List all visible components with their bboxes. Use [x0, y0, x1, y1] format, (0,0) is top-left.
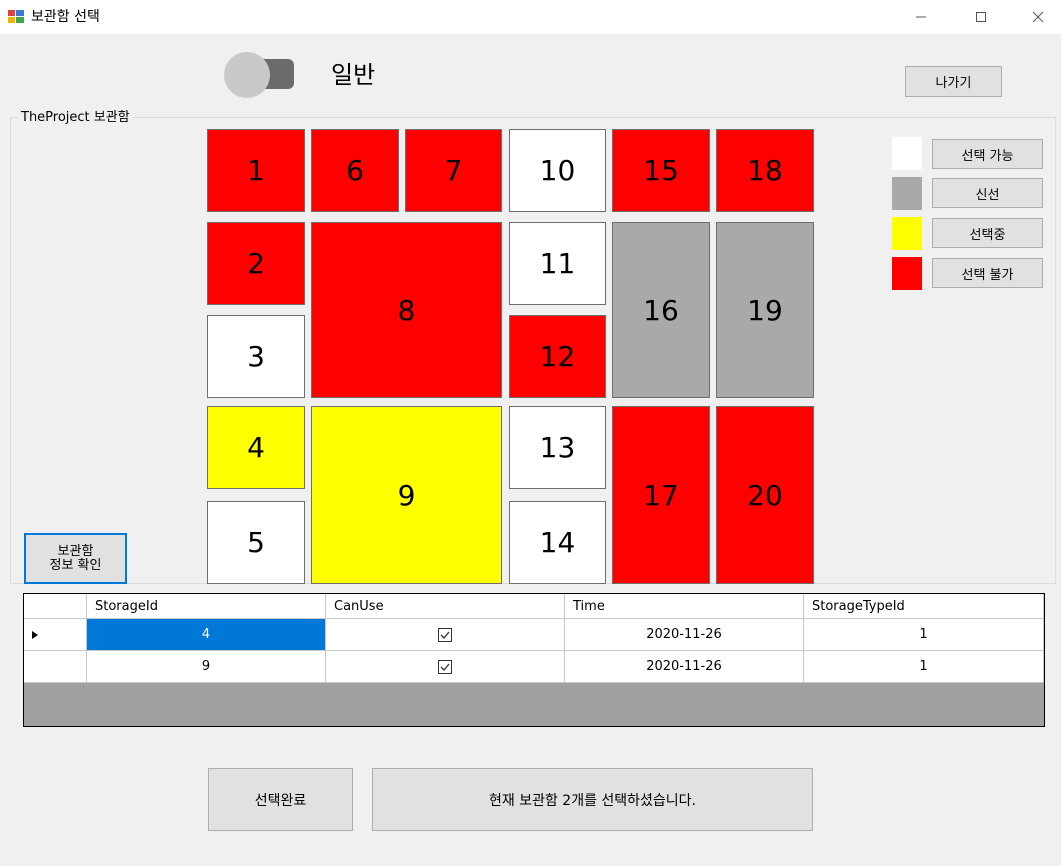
- title-bar: [0, 0, 1061, 34]
- column-header[interactable]: StorageId: [87, 594, 326, 619]
- locker-15[interactable]: 15: [612, 129, 710, 212]
- locker-number: 15: [643, 154, 679, 187]
- locker-number: 6: [346, 154, 364, 187]
- locker-9[interactable]: 9: [311, 406, 502, 584]
- locker-10[interactable]: 10: [509, 129, 606, 212]
- checkbox-checked-icon[interactable]: [438, 659, 452, 674]
- legend-swatch-available: [892, 137, 922, 170]
- legend-button-available[interactable]: 선택 가능: [932, 139, 1043, 169]
- locker-1[interactable]: 1: [207, 129, 305, 212]
- minimize-icon: [916, 16, 926, 18]
- window-title: 보관함 선택: [31, 9, 100, 25]
- locker-number: 7: [444, 154, 463, 187]
- table-row[interactable]: 4 2020-11-26 1: [24, 619, 1044, 651]
- locker-number: 17: [643, 478, 679, 512]
- locker-number: 11: [539, 247, 576, 280]
- table-cell-storageid[interactable]: 9: [87, 651, 326, 683]
- locker-number: 18: [747, 154, 783, 187]
- row-header[interactable]: [24, 651, 87, 683]
- close-button[interactable]: [1015, 0, 1061, 34]
- locker-number: 8: [397, 293, 416, 327]
- locker-6[interactable]: 6: [311, 129, 399, 212]
- locker-number: 1: [247, 154, 265, 187]
- legend-button-selected[interactable]: 선택중: [932, 218, 1043, 248]
- legend-swatch-fresh: [892, 177, 922, 210]
- legend-button-fresh[interactable]: 신선: [932, 178, 1043, 208]
- locker-number: 10: [539, 154, 576, 187]
- locker-14[interactable]: 14: [509, 501, 606, 584]
- table-row[interactable]: 9 2020-11-26 1: [24, 651, 1044, 683]
- table-cell-storagetypeid[interactable]: 1: [804, 619, 1044, 651]
- locker-16[interactable]: 16: [612, 222, 710, 398]
- locker-number: 12: [539, 340, 576, 373]
- locker-11[interactable]: 11: [509, 222, 606, 305]
- selection-status-button[interactable]: 현재 보관함 2개를 선택하셨습니다.: [372, 768, 813, 831]
- checkbox-checked-icon[interactable]: [438, 627, 452, 642]
- locker-19[interactable]: 19: [716, 222, 814, 398]
- storage-table[interactable]: StorageId CanUse Time StorageTypeId 4 20…: [23, 593, 1045, 727]
- app-icon: [7, 7, 25, 25]
- locker-4[interactable]: 4: [207, 406, 305, 489]
- table-cell-storageid[interactable]: 4: [87, 619, 326, 651]
- locker-number: 9: [397, 478, 416, 512]
- row-header-corner: [24, 594, 87, 619]
- column-header[interactable]: StorageTypeId: [804, 594, 1044, 619]
- mode-label: 일반: [331, 61, 376, 89]
- mode-toggle[interactable]: [224, 52, 294, 98]
- locker-info-line1: 보관함: [57, 543, 94, 559]
- table-cell-time[interactable]: 2020-11-26: [565, 651, 804, 683]
- table-cell-canuse[interactable]: [326, 619, 565, 651]
- locker-number: 20: [747, 478, 783, 512]
- locker-number: 19: [747, 293, 783, 327]
- locker-number: 14: [539, 526, 576, 559]
- locker-2[interactable]: 2: [207, 222, 305, 305]
- locker-3[interactable]: 3: [207, 315, 305, 398]
- toggle-knob: [224, 52, 270, 98]
- maximize-icon: [976, 12, 986, 22]
- locker-8[interactable]: 8: [311, 222, 502, 398]
- table-cell-storagetypeid[interactable]: 1: [804, 651, 1044, 683]
- table-cell-time[interactable]: 2020-11-26: [565, 619, 804, 651]
- current-row-arrow-icon: [32, 630, 38, 639]
- maximize-button[interactable]: [958, 0, 1004, 34]
- close-icon: [1032, 11, 1044, 23]
- column-header[interactable]: CanUse: [326, 594, 565, 619]
- confirm-selection-button[interactable]: 선택완료: [208, 768, 353, 831]
- table-cell-canuse[interactable]: [326, 651, 565, 683]
- exit-button[interactable]: 나가기: [905, 66, 1002, 97]
- locker-12[interactable]: 12: [509, 315, 606, 398]
- locker-number: 13: [539, 431, 576, 464]
- locker-number: 5: [247, 526, 265, 559]
- locker-18[interactable]: 18: [716, 129, 814, 212]
- locker-info-button[interactable]: 보관함 정보 확인: [24, 533, 127, 584]
- locker-20[interactable]: 20: [716, 406, 814, 584]
- locker-number: 2: [247, 247, 265, 280]
- locker-13[interactable]: 13: [509, 406, 606, 489]
- locker-info-line2: 정보 확인: [49, 557, 102, 573]
- table-header-row: StorageId CanUse Time StorageTypeId: [24, 594, 1044, 619]
- locker-7[interactable]: 7: [405, 129, 502, 212]
- locker-number: 3: [247, 340, 265, 373]
- locker-number: 4: [247, 431, 265, 464]
- legend-swatch-selected: [892, 217, 922, 250]
- legend-button-unavailable[interactable]: 선택 불가: [932, 258, 1043, 288]
- legend-swatch-unavailable: [892, 257, 922, 290]
- minimize-button[interactable]: [898, 0, 944, 34]
- locker-number: 16: [643, 293, 679, 327]
- locker-17[interactable]: 17: [612, 406, 710, 584]
- locker-group-title: TheProject 보관함: [18, 106, 133, 125]
- column-header[interactable]: Time: [565, 594, 804, 619]
- row-header[interactable]: [24, 619, 87, 651]
- locker-5[interactable]: 5: [207, 501, 305, 584]
